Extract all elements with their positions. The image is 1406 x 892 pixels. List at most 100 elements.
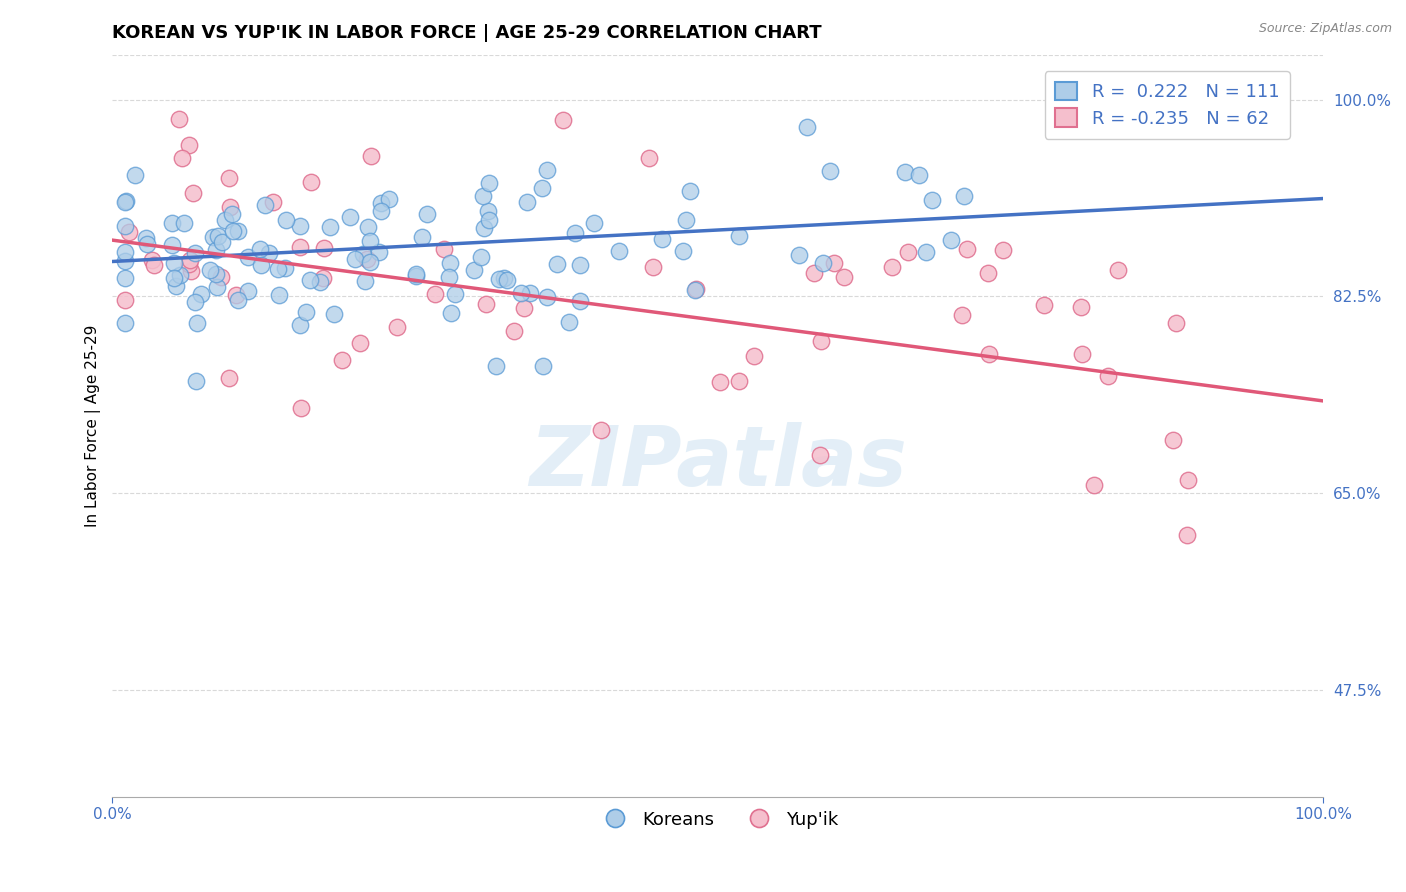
Point [186,316,208,330]
Point [519,285,541,300]
Point [952,188,974,202]
Point [173,216,195,230]
Point [727,374,749,388]
Point [416,207,439,221]
Point [274,261,297,276]
Point [651,232,673,246]
Point [818,164,841,178]
Point [114,219,136,233]
Point [685,283,707,297]
Point [309,276,332,290]
Point [811,256,834,270]
Point [803,266,825,280]
Point [218,170,240,185]
Point [357,219,380,234]
Point [163,256,186,270]
Point [1161,433,1184,447]
Point [516,194,538,209]
Point [114,293,136,308]
Point [991,243,1014,257]
Point [135,231,157,245]
Point [808,448,831,462]
Point [979,347,1001,361]
Point [311,271,333,285]
Point [474,297,496,311]
Point [1083,478,1105,492]
Point [1107,262,1129,277]
Point [267,262,290,277]
Point [169,268,191,282]
Point [250,258,273,272]
Point [114,254,136,268]
Point [709,375,731,389]
Point [444,286,467,301]
Point [405,267,427,281]
Point [1097,368,1119,383]
Point [894,165,917,179]
Point [180,264,202,278]
Point [179,257,201,271]
Point [118,226,141,240]
Point [512,301,534,316]
Point [190,287,212,301]
Point [470,250,492,264]
Point [1175,528,1198,542]
Point [685,282,707,296]
Point [299,273,322,287]
Point [502,324,524,338]
Point [160,216,183,230]
Point [136,237,159,252]
Point [1032,298,1054,312]
Point [641,260,664,275]
Point [209,269,232,284]
Point [354,274,377,288]
Point [238,284,260,298]
Point [312,241,335,255]
Point [226,224,249,238]
Point [254,198,277,212]
Text: Source: ZipAtlas.com: Source: ZipAtlas.com [1258,22,1392,36]
Text: KOREAN VS YUP'IK IN LABOR FORCE | AGE 25-29 CORRELATION CHART: KOREAN VS YUP'IK IN LABOR FORCE | AGE 25… [112,24,823,42]
Point [546,257,568,271]
Point [183,245,205,260]
Point [221,207,243,221]
Point [533,359,555,373]
Point [558,315,581,329]
Point [359,255,381,269]
Point [832,270,855,285]
Point [477,204,499,219]
Point [478,212,501,227]
Point [141,253,163,268]
Point [568,294,591,309]
Point [114,245,136,260]
Point [478,176,501,190]
Point [359,234,381,248]
Point [553,113,575,128]
Point [218,370,240,384]
Point [319,219,342,234]
Point [727,229,749,244]
Point [204,267,226,281]
Point [114,270,136,285]
Point [472,189,495,203]
Point [564,226,586,240]
Point [172,151,194,165]
Point [810,334,832,349]
Point [411,230,433,244]
Point [225,287,247,301]
Point [339,210,361,224]
Point [179,252,201,267]
Point [463,262,485,277]
Point [165,278,187,293]
Point [114,316,136,330]
Point [274,213,297,227]
Point [222,224,245,238]
Point [378,193,401,207]
Point [288,318,311,332]
Point [582,216,605,230]
Point [1177,473,1199,487]
Point [115,194,138,208]
Point [343,252,366,267]
Point [742,349,765,363]
Point [356,252,378,267]
